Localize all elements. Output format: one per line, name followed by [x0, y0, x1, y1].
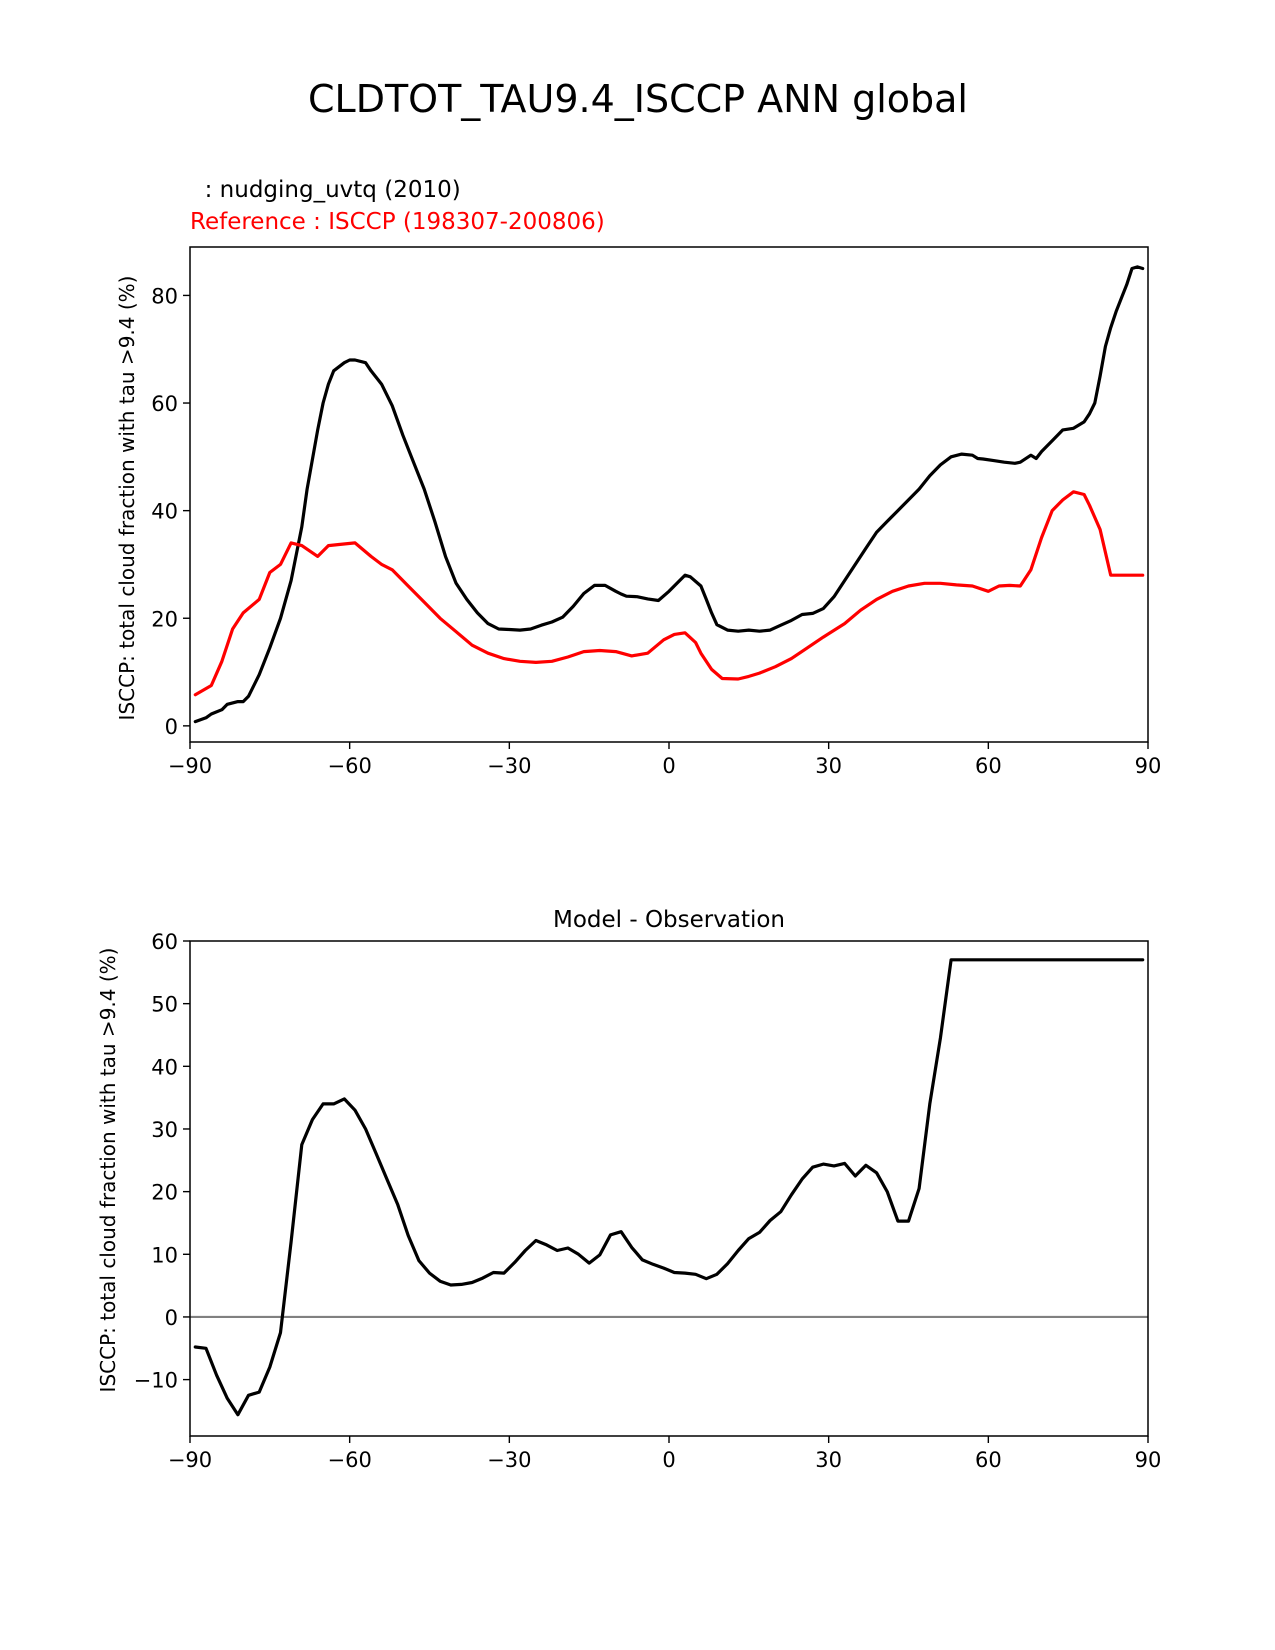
top-ytick-label: 20 [151, 607, 178, 631]
bottom-ytick-label: 0 [165, 1306, 178, 1330]
top-series-line-1 [193, 490, 1145, 697]
bottom-chart-panel: Model - Observation ISCCP: total cloud f… [96, 907, 1161, 1472]
bottom-plot-area: −90 −60 −30 0 30 60 90 −10 0 10 20 30 40 50 60 [134, 930, 1162, 1472]
top-ylabel: ISCCP: total cloud fraction with tau >9.… [115, 276, 139, 721]
reference-title: Reference : ISCCP (198307-200806) [190, 209, 605, 235]
top-xtick-label: −60 [328, 754, 372, 778]
top-xtick-label: −30 [487, 754, 531, 778]
bottom-xtick-label: 90 [1135, 1448, 1162, 1472]
top-xtick-label: 0 [662, 754, 675, 778]
bottom-xtick-label: −90 [168, 1448, 212, 1472]
bottom-ytick-label: 40 [151, 1055, 178, 1079]
top-chart-panel: : nudging_uvtq (2010) Reference : ISCCP … [115, 177, 1161, 778]
bottom-ytick-label: −10 [134, 1369, 178, 1393]
figure-title: CLDTOT_TAU9.4_ISCCP ANN global [308, 77, 968, 121]
bottom-axes-frame [189, 940, 1149, 1437]
top-plot-area: −90 −60 −30 0 30 60 90 0 20 40 60 80 [151, 265, 1162, 778]
bottom-xtick-label: 0 [662, 1448, 675, 1472]
bottom-ytick-label: 20 [151, 1181, 178, 1205]
bottom-ytick-label: 60 [151, 930, 178, 954]
top-ytick-label: 40 [151, 500, 178, 524]
top-ytick-label: 0 [165, 715, 178, 739]
top-xtick-label: 90 [1135, 754, 1162, 778]
top-xtick-label: 60 [975, 754, 1002, 778]
top-ytick-label: 60 [151, 392, 178, 416]
top-series-line-0 [193, 265, 1145, 724]
bottom-title: Model - Observation [553, 907, 785, 933]
bottom-ytick-label: 50 [151, 993, 178, 1017]
top-ytick-label: 80 [151, 284, 178, 308]
bottom-xtick-label: 30 [815, 1448, 842, 1472]
model-title: : nudging_uvtq (2010) [190, 177, 461, 203]
bottom-series-line-0 [193, 958, 1145, 1417]
bottom-xtick-label: −60 [328, 1448, 372, 1472]
top-xtick-label: −90 [168, 754, 212, 778]
bottom-ytick-label: 30 [151, 1118, 178, 1142]
bottom-ytick-label: 10 [151, 1243, 178, 1267]
bottom-ylabel: ISCCP: total cloud fraction with tau >9.… [96, 948, 120, 1393]
bottom-xtick-label: 60 [975, 1448, 1002, 1472]
bottom-xtick-label: −30 [487, 1448, 531, 1472]
top-xtick-label: 30 [815, 754, 842, 778]
top-axes-frame [189, 246, 1149, 743]
